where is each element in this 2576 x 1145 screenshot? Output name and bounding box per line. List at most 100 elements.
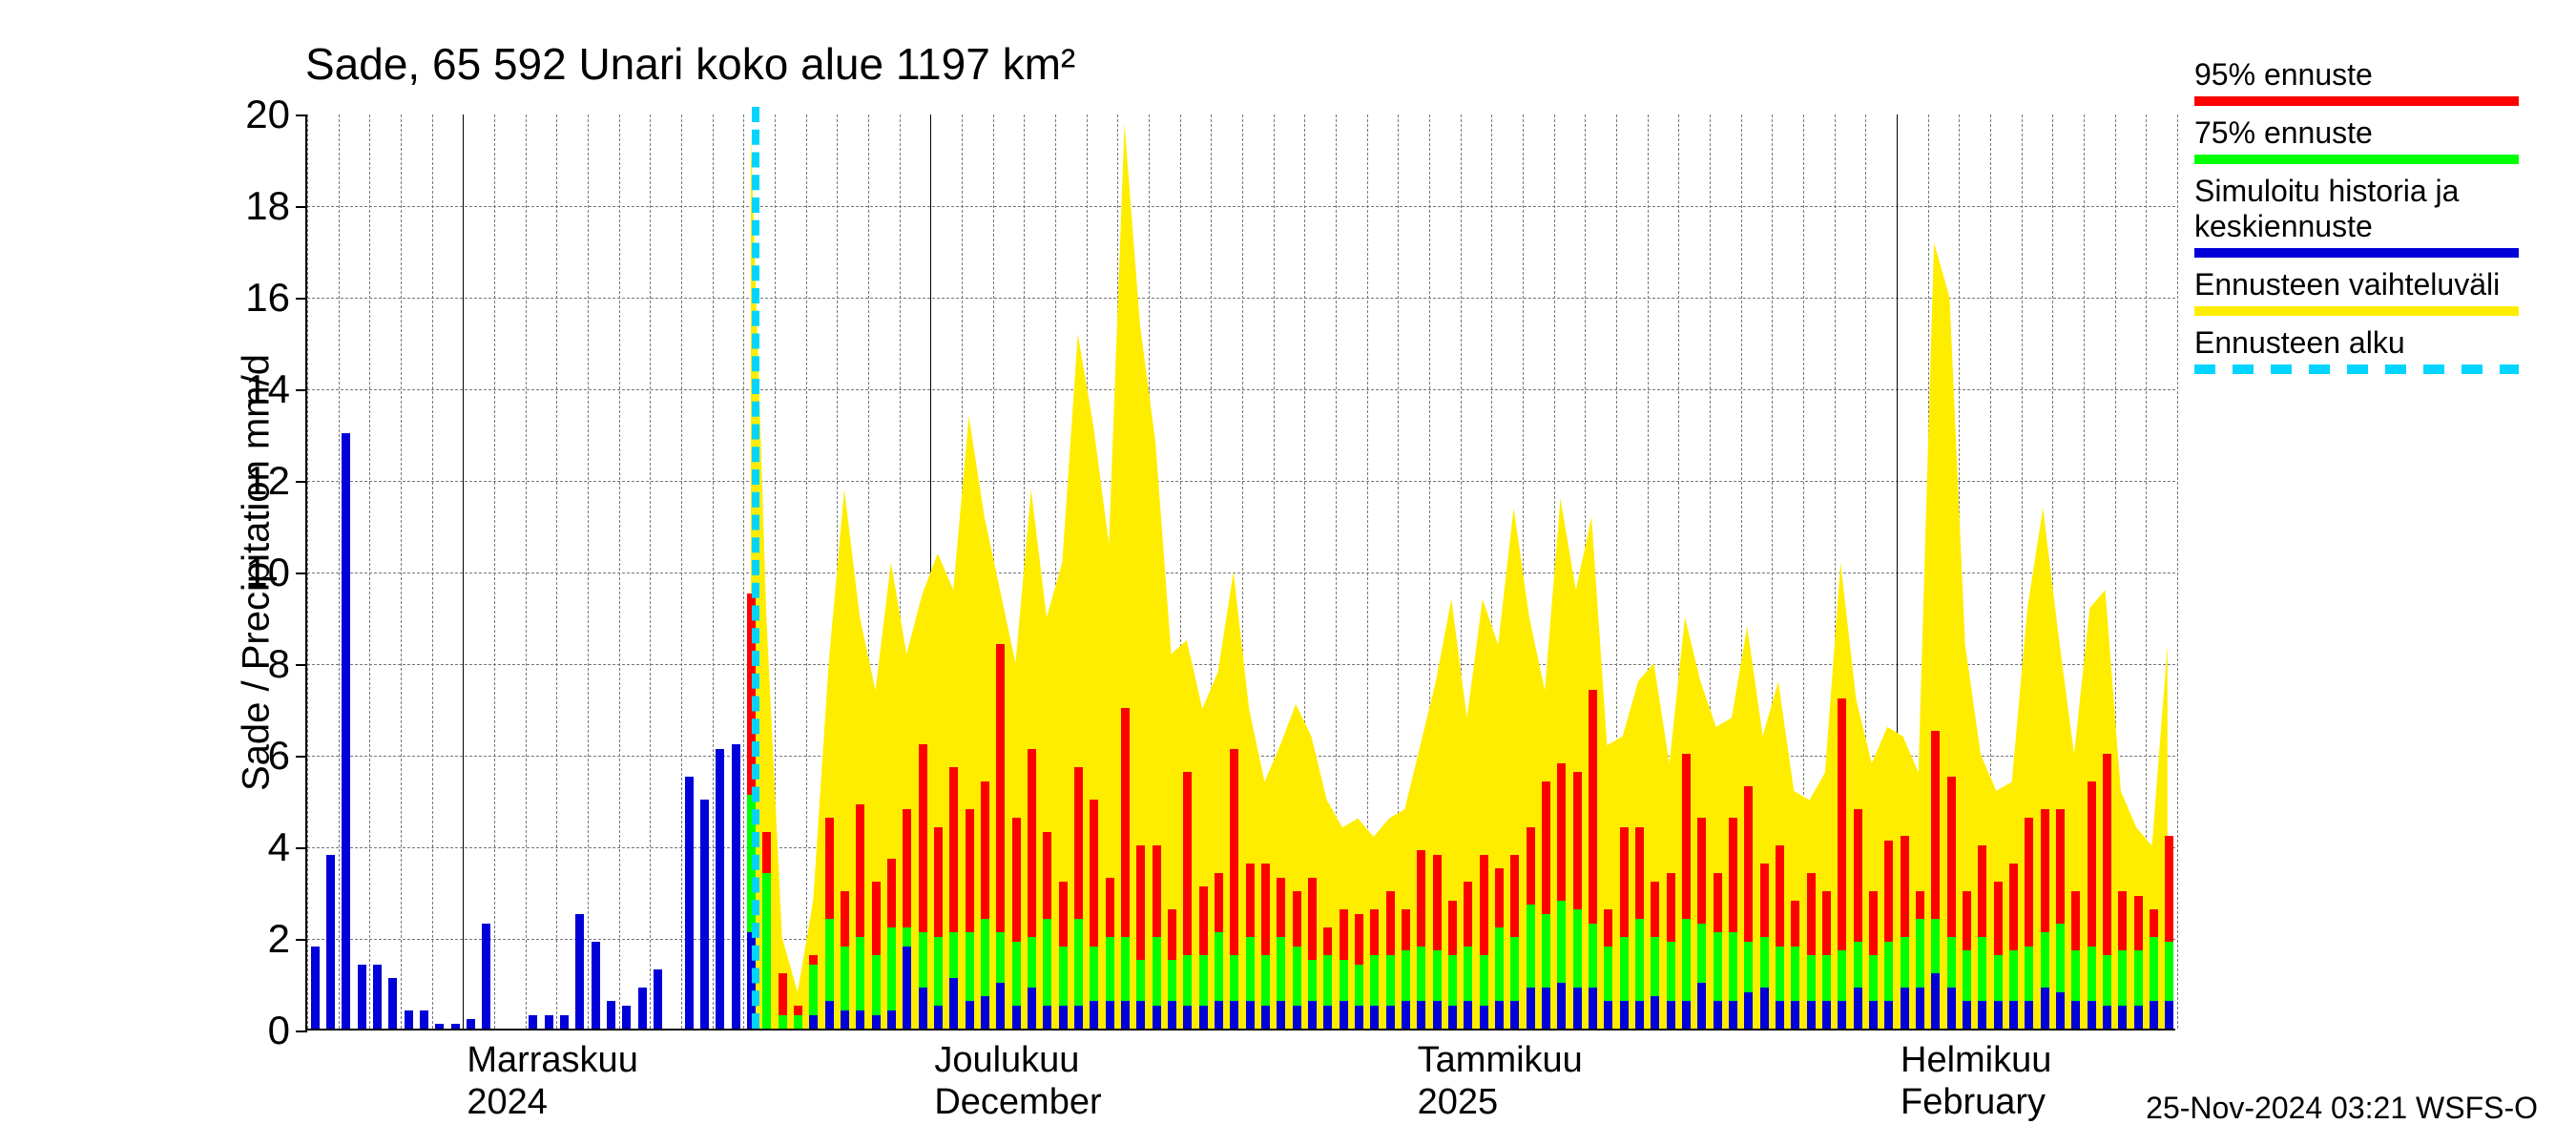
bar-green [966, 932, 974, 1001]
bar-green [1854, 942, 1862, 988]
bar-green [1901, 937, 1909, 988]
forecast-bar [1183, 113, 1192, 1029]
bar-red [1776, 845, 1784, 947]
bar-blue [1386, 1006, 1395, 1029]
bar-blue [1464, 1001, 1472, 1029]
bar-red [2118, 891, 2127, 950]
bar-green [1340, 960, 1348, 1001]
bar-green [809, 965, 818, 1015]
history-bar [498, 113, 507, 1029]
bar-blue [966, 1001, 974, 1029]
forecast-bar [1776, 113, 1784, 1029]
history-bar [592, 113, 600, 1029]
history-bar [622, 113, 631, 1029]
bar-blue [1635, 1001, 1644, 1029]
bar-green [1697, 924, 1706, 983]
bar-green [1012, 942, 1021, 1006]
forecast-bar [1370, 113, 1379, 1029]
bar-red [2025, 818, 2033, 946]
bar-blue [342, 433, 350, 1029]
bar-blue [841, 1010, 849, 1029]
history-bar [435, 113, 444, 1029]
bar-green [841, 947, 849, 1010]
forecast-bar [2165, 113, 2173, 1029]
forecast-bar [1620, 113, 1629, 1029]
ytick-mark [296, 847, 307, 849]
forecast-bar [1916, 113, 1924, 1029]
x-month-sublabel: 2025 [1418, 1082, 1499, 1123]
bar-blue [732, 744, 740, 1029]
bar-red [1589, 690, 1597, 924]
bar-red [1542, 781, 1550, 914]
bar-green [1136, 960, 1145, 1001]
bar-blue [1822, 1001, 1831, 1029]
forecast-bar [1043, 113, 1051, 1029]
forecast-bar [1510, 113, 1519, 1029]
forecast-bar [1028, 113, 1036, 1029]
bar-green [1230, 955, 1238, 1001]
forecast-bar [996, 113, 1005, 1029]
bar-blue [1807, 1001, 1816, 1029]
bar-red [1916, 891, 1924, 919]
forecast-bar [1136, 113, 1145, 1029]
legend-swatch [2194, 155, 2519, 164]
bar-red [1246, 864, 1255, 937]
bar-blue [981, 996, 989, 1029]
forecast-bar [966, 113, 974, 1029]
forecast-bar [1901, 113, 1909, 1029]
bar-red [794, 1006, 802, 1015]
forecast-bar [887, 113, 896, 1029]
bar-red [934, 827, 943, 937]
forecast-bar [1714, 113, 1722, 1029]
bar-blue [311, 947, 320, 1029]
bar-green [981, 919, 989, 997]
forecast-bar [1729, 113, 1737, 1029]
bar-blue [685, 777, 694, 1029]
forecast-bar [919, 113, 927, 1029]
forecast-bar [2025, 113, 2033, 1029]
bar-blue [1168, 1001, 1176, 1029]
bar-blue [1963, 1001, 1971, 1029]
bar-blue [1697, 983, 1706, 1029]
bar-blue [592, 942, 600, 1029]
forecast-bar [1464, 113, 1472, 1029]
bar-green [887, 927, 896, 1010]
forecast-bar [1527, 113, 1535, 1029]
forecast-bar [903, 113, 911, 1029]
bar-green [856, 937, 864, 1010]
bar-blue [1854, 988, 1862, 1029]
forecast-bar [841, 113, 849, 1029]
bar-blue [1043, 1006, 1051, 1029]
bar-green [1183, 955, 1192, 1006]
bar-blue [716, 749, 724, 1029]
bar-blue [326, 855, 335, 1029]
legend-item: Ennusteen vaihteluväli [2194, 267, 2538, 316]
bar-red [1994, 882, 2003, 955]
bar-green [794, 1015, 802, 1029]
bar-blue [1323, 1006, 1332, 1029]
bar-green [762, 873, 771, 1029]
ytick-label: 18 [245, 183, 290, 229]
bar-blue [1277, 1001, 1285, 1029]
bar-red [1355, 914, 1363, 965]
bar-green [2025, 947, 2033, 1002]
forecast-bar [1557, 113, 1566, 1029]
bar-green [872, 955, 881, 1014]
history-bar [700, 113, 709, 1029]
bar-red [1136, 845, 1145, 960]
forecast-bar [1838, 113, 1846, 1029]
history-bar [342, 113, 350, 1029]
bar-blue [388, 978, 397, 1029]
history-bar [405, 113, 413, 1029]
bar-green [1791, 947, 1799, 1002]
footer-timestamp: 25-Nov-2024 03:21 WSFS-O [2146, 1091, 2538, 1126]
bar-red [1340, 909, 1348, 960]
bar-blue [1557, 983, 1566, 1029]
forecast-bar [809, 113, 818, 1029]
legend: 95% ennuste75% ennusteSimuloitu historia… [2194, 57, 2538, 384]
forecast-bar [1230, 113, 1238, 1029]
bar-green [1433, 950, 1442, 1001]
bar-blue [1153, 1006, 1161, 1029]
bar-blue [1620, 1001, 1629, 1029]
bar-blue [2056, 992, 2065, 1029]
